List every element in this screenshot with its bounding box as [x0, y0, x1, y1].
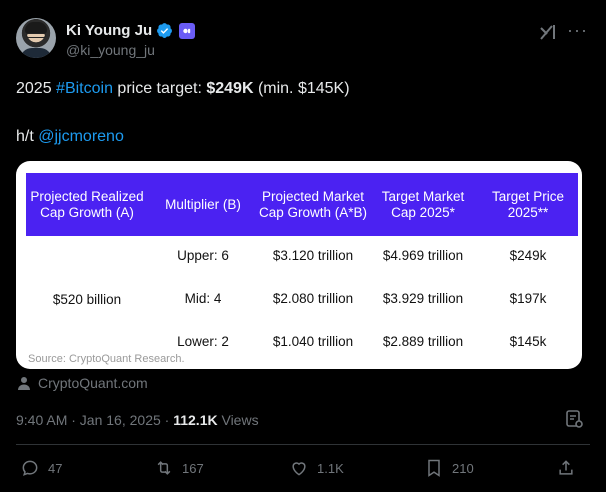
bookmark-count: 210	[452, 460, 474, 476]
repost-count: 167	[182, 460, 204, 476]
header-multiplier: Multiplier (B)	[165, 196, 241, 212]
table-source: Source: CryptoQuant Research.	[28, 353, 185, 365]
tweet-hat-tip: h/t @jjcmoreno	[16, 128, 124, 145]
tweet-timestamp[interactable]: 9:40 AM · Jan 16, 2025 ·	[16, 412, 174, 428]
header-realized-cap: Projected Realized Cap Growth (A)	[30, 188, 144, 220]
avatar[interactable]	[16, 18, 56, 58]
bookmark-button[interactable]: 210	[424, 458, 474, 478]
tweet-text: 2025 #Bitcoin price target: $249K (min. …	[16, 80, 350, 97]
cell-growth: $520 billion	[52, 292, 122, 307]
like-button[interactable]: 1.1K	[289, 458, 344, 478]
tweet-meta: 9:40 AM · Jan 16, 2025 · 112.1K Views	[16, 412, 259, 428]
share-button[interactable]	[556, 458, 576, 478]
like-count: 1.1K	[317, 460, 344, 476]
author-name[interactable]: Ki Young Ju	[66, 22, 153, 39]
repost-icon	[157, 461, 171, 475]
table-header: Projected Realized Cap Growth (A) Multip…	[26, 173, 578, 236]
header-target-price: Target Price 2025**	[491, 188, 565, 220]
cell-market-cap-growth: $1.040 trillion	[272, 334, 354, 349]
author-handle[interactable]: @ki_young_ju	[66, 42, 155, 58]
cell-target-cap: $2.889 trillion	[382, 334, 464, 349]
cell-target-cap: $4.969 trillion	[382, 248, 464, 263]
header-market-cap-growth: Projected Market Cap Growth (A*B)	[258, 188, 368, 220]
affiliation-badge-icon[interactable]	[179, 22, 196, 39]
tweet-header: Ki Young Ju @ki_young_ju ···	[16, 18, 590, 62]
cell-multiplier: Mid: 4	[184, 291, 222, 306]
author-name-row: Ki Young Ju	[66, 22, 196, 39]
heart-icon	[292, 462, 306, 476]
media-card-table[interactable]: Projected Realized Cap Growth (A) Multip…	[16, 161, 582, 369]
cell-price: $249k	[509, 248, 547, 263]
cell-price: $197k	[509, 291, 547, 306]
hashtag-link[interactable]: #Bitcoin	[56, 80, 113, 97]
more-options-icon[interactable]: ···	[567, 20, 588, 40]
cell-target-cap: $3.929 trillion	[382, 291, 464, 306]
user-icon	[18, 377, 30, 390]
views-count: 112.1K	[173, 412, 218, 428]
analytics-icon[interactable]	[564, 409, 584, 429]
action-bar: 47 167 1.1K 210	[0, 458, 606, 482]
mention-link[interactable]: @jjcmoreno	[38, 128, 124, 145]
repost-button[interactable]: 167	[154, 458, 204, 478]
header-target-market-cap: Target Market Cap 2025*	[381, 188, 465, 220]
cell-multiplier: Lower: 2	[177, 334, 229, 349]
share-icon	[559, 460, 573, 475]
attribution-label: CryptoQuant.com	[38, 375, 148, 391]
cell-price: $145k	[509, 334, 547, 349]
reply-button[interactable]: 47	[20, 458, 62, 478]
verified-badge-icon[interactable]	[156, 22, 173, 39]
reply-count: 47	[48, 460, 63, 476]
media-attribution[interactable]: CryptoQuant.com	[16, 375, 148, 391]
bookmark-icon	[428, 459, 440, 477]
cell-market-cap-growth: $2.080 trillion	[272, 291, 354, 306]
cell-market-cap-growth: $3.120 trillion	[272, 248, 354, 263]
reply-icon	[22, 460, 38, 476]
cell-multiplier: Upper: 6	[177, 248, 229, 263]
grok-icon[interactable]	[538, 22, 558, 42]
divider	[16, 444, 590, 445]
